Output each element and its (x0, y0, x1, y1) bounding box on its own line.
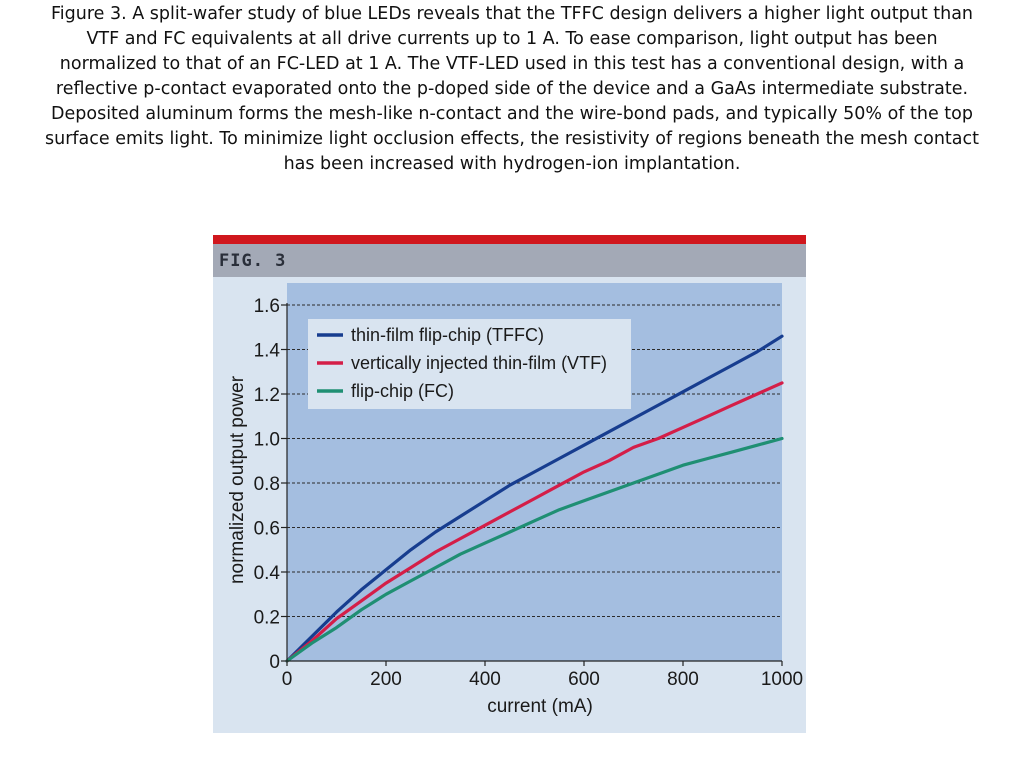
y-tick-label: 1.2 (254, 385, 280, 406)
x-tick-label: 200 (370, 669, 402, 690)
y-tick-label: 1.4 (254, 341, 281, 362)
y-tick-label: 1.0 (254, 430, 280, 451)
series-line-0 (285, 334, 784, 663)
x-axis-title: current (mA) (487, 696, 593, 717)
figure-header-band (213, 235, 806, 244)
y-tick-label: 0.8 (254, 474, 280, 495)
y-tick-label: 1.6 (254, 296, 280, 317)
x-tick-label: 1000 (761, 669, 803, 690)
figure-header: FIG. 3 (213, 244, 806, 277)
series-line-2 (285, 436, 784, 663)
series-lines (285, 334, 784, 663)
line-chart: thin-film flip-chip (TFFC) vertically inj… (227, 283, 803, 717)
figure-caption: Figure 3. A split-wafer study of blue LE… (44, 4, 979, 174)
y-tick-label: 0.4 (254, 563, 281, 584)
y-tick-label: 0.2 (254, 608, 280, 629)
legend-label: vertically injected thin-film (VTF) (351, 353, 607, 373)
legend: thin-film flip-chip (TFFC) vertically inj… (308, 319, 631, 409)
legend-box (308, 319, 631, 409)
x-axis-ticks: 0 200 400 600 800 1000 (282, 661, 803, 690)
figure-label: FIG. 3 (219, 251, 287, 271)
y-tick-label: 0 (269, 652, 280, 673)
x-tick-label: 600 (568, 669, 600, 690)
y-axis-title: normalized output power (227, 375, 248, 584)
y-tick-label: 0.6 (254, 519, 280, 540)
legend-label: thin-film flip-chip (TFFC) (351, 325, 544, 345)
x-tick-label: 400 (469, 669, 501, 690)
series-line-1 (285, 381, 784, 663)
y-axis-ticks: 0 0.2 0.4 0.6 0.8 1.0 1.2 1.4 1.6 (254, 296, 287, 673)
x-tick-label: 0 (282, 669, 293, 690)
x-tick-label: 800 (667, 669, 699, 690)
figure-panel: FIG. 3 thin-film flip-chip (TFFC) vertica… (213, 235, 806, 733)
legend-label: flip-chip (FC) (351, 381, 454, 401)
